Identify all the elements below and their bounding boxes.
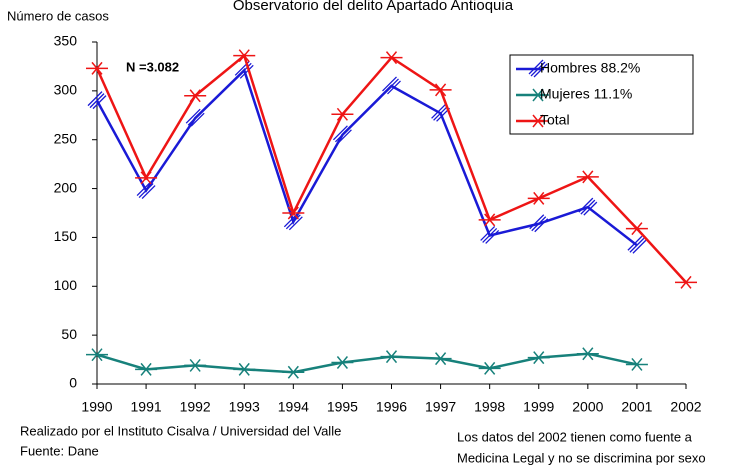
x-tick-label: 1994 <box>278 399 309 415</box>
scissors-marker <box>184 89 207 103</box>
legend-label: Total <box>540 112 570 128</box>
y-axis-label: Número de casos <box>7 8 109 23</box>
scissors-marker <box>331 107 354 121</box>
footnote: Fuente: Dane <box>20 443 99 458</box>
scissors-marker <box>233 49 256 63</box>
series-line <box>95 68 638 247</box>
x-tick-label: 2000 <box>572 399 603 415</box>
x-tick-label: 2001 <box>621 399 652 415</box>
scissors-marker <box>282 206 305 220</box>
x-tick-label: 1999 <box>523 399 554 415</box>
x-tick-label: 1997 <box>425 399 456 415</box>
scissors-marker <box>135 362 158 376</box>
pencil-marker <box>627 235 647 254</box>
y-tick-label: 150 <box>54 228 78 244</box>
scissors-marker <box>576 170 599 184</box>
pencil-marker <box>578 197 598 216</box>
scissors-marker <box>282 365 305 379</box>
legend-label: Hombres 88.2% <box>540 60 640 76</box>
scissors-marker <box>380 51 403 65</box>
x-tick-label: 1996 <box>376 399 407 415</box>
scissors-marker <box>331 356 354 369</box>
scissors-marker <box>86 348 108 362</box>
pencil-marker <box>332 125 352 144</box>
note: Medicina Legal y no se discrimina por se… <box>457 450 706 465</box>
x-tick-label: 1995 <box>327 399 358 415</box>
pencil-marker <box>136 181 156 199</box>
legend-label: Mujeres 11.1% <box>540 86 632 102</box>
scissors-marker <box>135 171 158 185</box>
y-tick-label: 300 <box>54 82 78 98</box>
pencil-marker <box>528 59 548 78</box>
annotation: N =3.082 <box>126 59 179 74</box>
scissors-marker <box>576 347 599 361</box>
scissors-marker <box>233 362 256 376</box>
pencil-marker <box>185 108 205 127</box>
y-tick-label: 50 <box>61 326 77 342</box>
scissors-marker <box>429 352 452 366</box>
footnote: Realizado por el Instituto Cisalva / Uni… <box>20 423 341 438</box>
scissors-marker <box>478 361 501 375</box>
y-tick-label: 200 <box>54 179 78 195</box>
x-tick-label: 1992 <box>180 399 211 415</box>
scissors-marker <box>478 213 501 227</box>
x-tick-label: 2002 <box>670 399 701 415</box>
pencil-marker <box>529 214 549 233</box>
pencil-marker <box>382 76 401 95</box>
scissors-marker <box>625 222 648 236</box>
scissors-marker <box>86 61 108 75</box>
x-tick-label: 1990 <box>81 399 112 415</box>
scissors-marker <box>527 88 549 102</box>
x-tick-label: 1998 <box>474 399 505 415</box>
x-tick-label: 1993 <box>229 399 260 415</box>
scissors-marker <box>527 191 550 205</box>
y-tick-label: 350 <box>54 33 78 49</box>
y-tick-label: 0 <box>69 375 77 391</box>
scissors-marker <box>625 357 648 371</box>
scissors-marker <box>380 350 403 364</box>
series-line <box>96 352 638 374</box>
scissors-marker <box>527 114 549 128</box>
note: Los datos del 2002 tienen como fuente a <box>457 429 693 444</box>
chart-title: Observatorio del delito Apartado Antioqu… <box>233 0 514 14</box>
x-tick-label: 1991 <box>131 399 162 415</box>
y-tick-label: 100 <box>54 277 78 293</box>
pencil-marker <box>87 91 107 110</box>
y-tick-label: 250 <box>54 130 78 146</box>
pencil-marker <box>480 226 500 244</box>
scissors-marker <box>184 358 207 372</box>
scissors-marker <box>429 83 452 97</box>
scissors-marker <box>527 351 550 365</box>
scissors-marker <box>675 275 697 289</box>
